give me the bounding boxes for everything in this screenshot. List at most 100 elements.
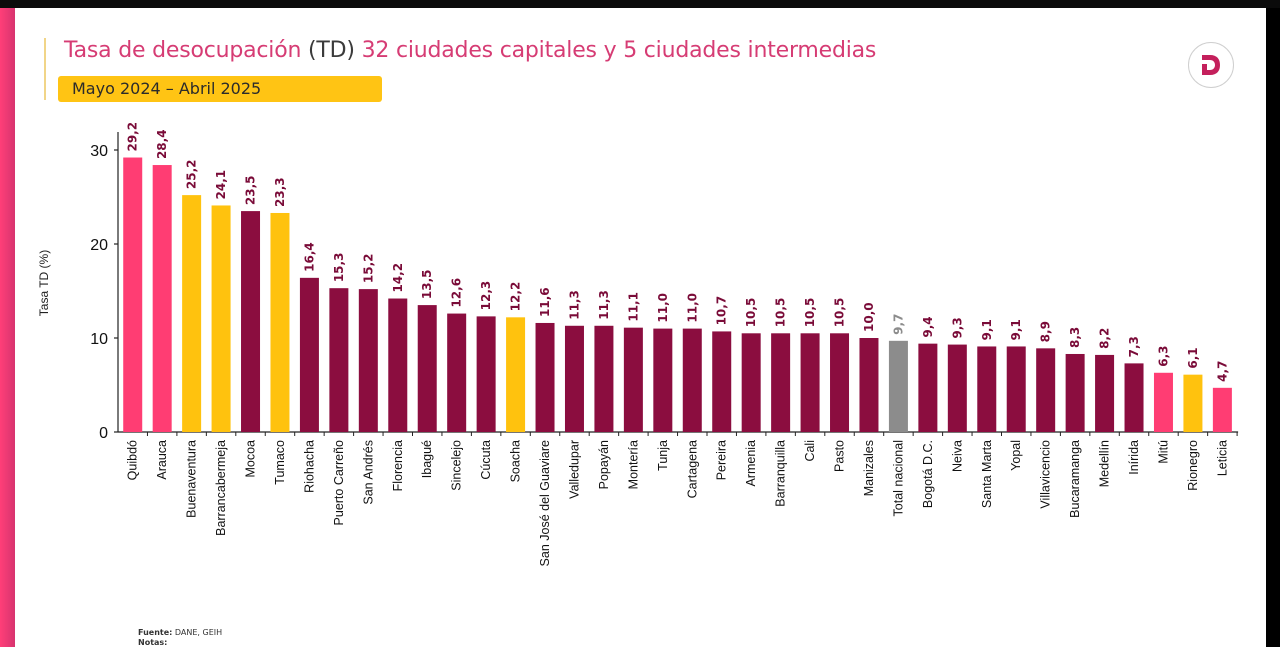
value-label: 10,5: [774, 298, 788, 328]
value-label: 8,9: [1039, 321, 1053, 342]
footer: Fuente: DANE, GEIH Notas:: [138, 628, 223, 647]
category-label: Valledupar: [567, 440, 581, 499]
bars: [123, 157, 1232, 433]
value-label: 9,1: [980, 319, 994, 340]
category-label: Total nacional: [891, 440, 905, 516]
bar: [888, 340, 908, 432]
category-label: Cali: [803, 440, 817, 462]
y-axis-title: Tasa TD (%): [37, 250, 51, 316]
bar: [1095, 354, 1115, 432]
category-label: Arauca: [155, 440, 169, 480]
category-label: Inírida: [1127, 440, 1141, 475]
value-label: 9,7: [891, 314, 905, 335]
value-label: 11,3: [567, 290, 581, 320]
bar: [241, 211, 261, 432]
bar: [123, 157, 143, 432]
bar: [417, 305, 437, 432]
value-label: 9,4: [921, 316, 935, 337]
value-label: 6,1: [1186, 347, 1200, 368]
value-label: 15,2: [361, 254, 375, 284]
notes-label: Notas:: [138, 638, 168, 647]
category-label: San José del Guaviare: [538, 440, 552, 567]
category-label: Leticia: [1215, 440, 1229, 476]
value-label: 29,2: [126, 122, 140, 152]
category-label: Popayán: [597, 440, 611, 489]
value-label: 25,2: [185, 160, 199, 190]
y-tick-label: 10: [90, 331, 108, 348]
value-label: 7,3: [1127, 336, 1141, 357]
value-label: 11,0: [685, 293, 699, 323]
source-value: DANE, GEIH: [172, 628, 223, 637]
value-label: 28,4: [155, 129, 169, 159]
bar: [506, 317, 526, 432]
value-label: 23,3: [273, 177, 287, 207]
bar: [1183, 374, 1203, 432]
period-text: Mayo 2024 – Abril 2025: [72, 79, 262, 98]
source-label: Fuente:: [138, 628, 173, 637]
bar: [476, 316, 496, 432]
value-label: 10,5: [833, 298, 847, 328]
bar: [800, 333, 820, 432]
category-label: Yopal: [1009, 440, 1023, 471]
value-label: 16,4: [302, 242, 316, 272]
category-label: Cúcuta: [479, 440, 493, 480]
bar: [977, 346, 997, 432]
bar: [564, 325, 584, 432]
period-badge: Mayo 2024 – Abril 2025: [58, 76, 382, 102]
category-label: Santa Marta: [980, 440, 994, 508]
category-label: Mitú: [1156, 440, 1170, 464]
dane-logo: [1188, 42, 1234, 88]
bar: [329, 288, 349, 432]
y-tick-label: 0: [99, 425, 108, 442]
title-text-td: (TD): [308, 38, 355, 63]
value-label: 12,2: [509, 282, 523, 312]
bar: [947, 344, 967, 432]
category-label: Barrancabermeja: [214, 440, 228, 536]
bar: [1065, 353, 1085, 432]
value-label: 11,3: [597, 290, 611, 320]
category-label: Cartagena: [685, 440, 699, 498]
category-label: San Andrés: [361, 440, 375, 505]
value-label: 23,5: [244, 175, 258, 205]
bar: [1153, 372, 1173, 432]
bar: [653, 328, 673, 432]
bar: [771, 333, 791, 432]
category-label: Ibagué: [420, 440, 434, 478]
value-label: 10,5: [744, 298, 758, 328]
y-tick-label: 20: [90, 237, 108, 254]
title-text-2: 32 ciudades capitales y 5 ciudades inter…: [354, 38, 877, 63]
category-label: Puerto Carreño: [332, 440, 346, 526]
category-label: Bogotá D.C.: [921, 440, 935, 508]
bar: [918, 343, 938, 432]
title-accent-rule: [44, 38, 46, 100]
bar: [1124, 363, 1144, 432]
bar: [623, 327, 643, 432]
value-label: 11,6: [538, 287, 552, 317]
category-label: Villavicencio: [1039, 440, 1053, 509]
bar: [1212, 387, 1232, 432]
y-tick-label: 30: [90, 143, 108, 160]
bar: [712, 331, 732, 432]
bar: [152, 165, 172, 433]
category-label: Barranquilla: [774, 440, 788, 507]
value-label: 9,3: [950, 317, 964, 338]
category-label: Montería: [626, 440, 640, 489]
category-labels: Quibdó Arauca Buenaventura Barrancabermeja M…: [126, 440, 1230, 567]
category-label: Mocoa: [244, 440, 258, 478]
bar: [358, 289, 378, 432]
category-label: Quibdó: [126, 440, 140, 480]
bar: [388, 298, 408, 432]
value-label: 11,1: [626, 292, 640, 322]
value-label: 10,5: [803, 298, 817, 328]
value-label: 14,2: [391, 263, 405, 293]
value-label: 15,3: [332, 253, 346, 283]
chart-title: Tasa de desocupación (TD) 32 ciudades ca…: [64, 38, 876, 63]
category-label: Florencia: [391, 440, 405, 491]
category-label: Buenaventura: [185, 440, 199, 518]
value-label: 12,3: [479, 281, 493, 311]
window-top-bar: [0, 0, 1280, 8]
title-text-1: Tasa de desocupación: [64, 38, 309, 63]
category-label: Medellín: [1098, 440, 1112, 487]
bar: [830, 333, 850, 432]
